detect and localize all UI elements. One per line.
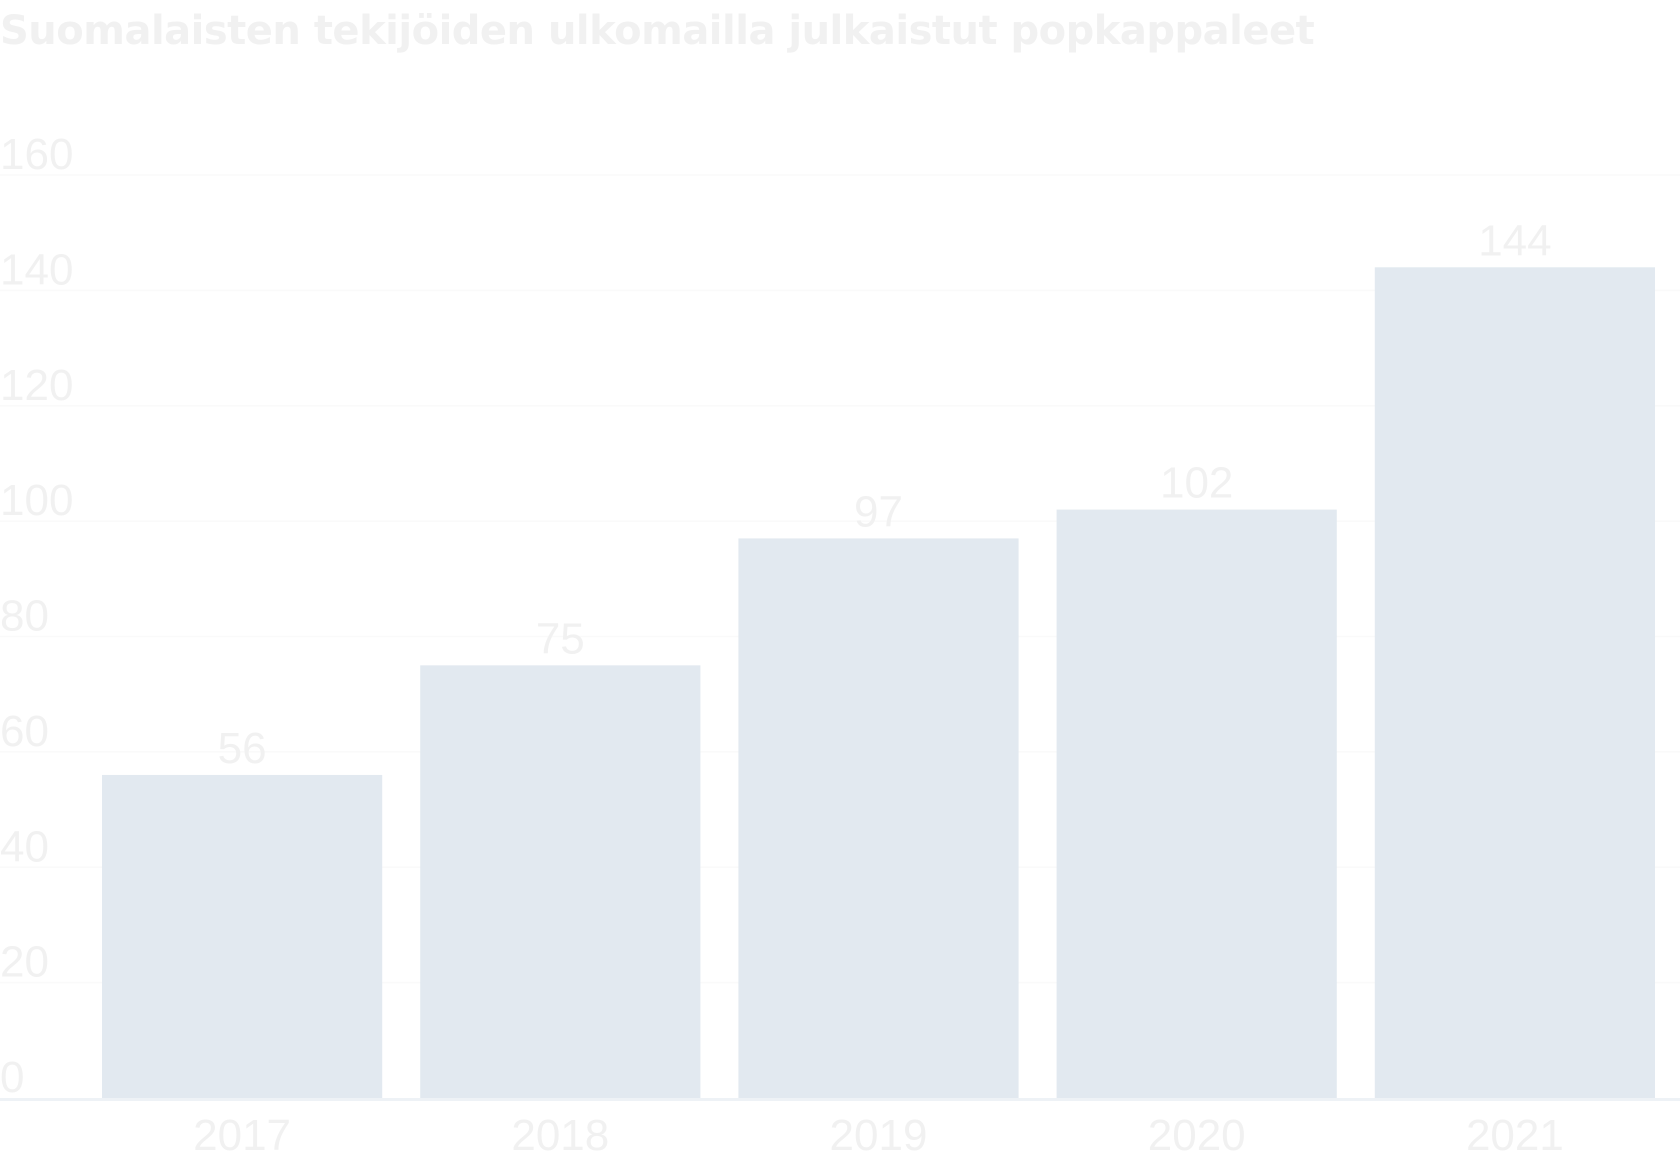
data-label: 97 (854, 487, 903, 536)
y-tick-label: 40 (0, 822, 49, 871)
x-tick-label: 2019 (830, 1111, 928, 1160)
bar-2017 (102, 774, 383, 1098)
bar-2018 (420, 665, 701, 1098)
data-label: 144 (1478, 216, 1551, 265)
x-tick-label: 2021 (1466, 1111, 1564, 1160)
y-tick-label: 20 (0, 938, 49, 987)
x-tick-label: 2018 (511, 1111, 609, 1160)
y-tick-label: 60 (0, 707, 49, 756)
bars (102, 267, 1655, 1098)
data-label: 75 (536, 614, 585, 663)
y-tick-label: 100 (0, 476, 73, 525)
data-label: 102 (1160, 459, 1233, 508)
y-tick-label: 120 (0, 361, 73, 410)
bar-2021 (1374, 267, 1655, 1098)
x-axis: 2017 2018 2019 2020 2021 (0, 1098, 1680, 1160)
data-label: 56 (218, 724, 267, 773)
y-tick-label: 160 (0, 130, 73, 179)
x-tick-label: 2020 (1148, 1111, 1246, 1160)
bar-2019 (738, 538, 1019, 1098)
data-labels: 56 75 97 102 144 (218, 216, 1552, 773)
x-tick-label: 2017 (193, 1111, 291, 1160)
y-axis: 0 20 40 60 80 100 120 140 160 (0, 130, 73, 1102)
y-tick-label: 140 (0, 245, 73, 294)
chart-title: Suomalaisten tekijöiden ulkomailla julka… (0, 8, 1315, 54)
bar-2020 (1056, 509, 1337, 1098)
y-tick-label: 80 (0, 592, 49, 641)
y-tick-label: 0 (0, 1053, 24, 1102)
